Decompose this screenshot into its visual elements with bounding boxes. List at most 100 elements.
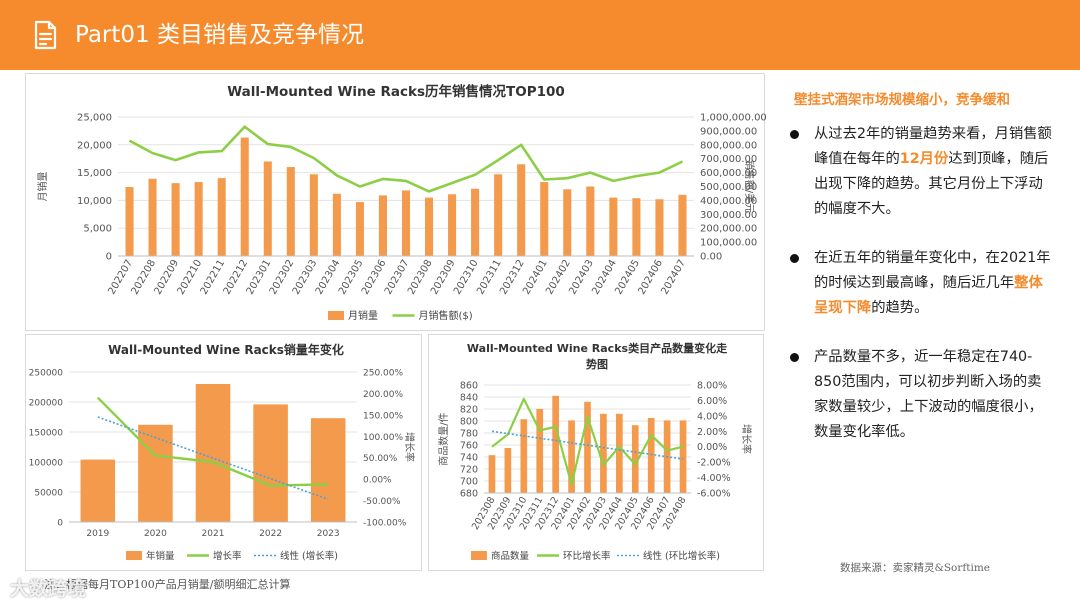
y-tick-label: 200000 [29,399,64,409]
y2-tick-label: 700,000.00 [700,154,757,165]
y-tick-label: 820 [460,405,478,416]
y2-tick-label: 900,000.00 [700,126,757,137]
series-line [128,125,684,193]
bullet-dot-icon [790,130,799,139]
bar [586,186,595,256]
bar [536,409,544,493]
insight-title: 壁挂式酒架市场规模缩小，竞争缓和 [794,92,1010,108]
y2-tick-label: -4.00% [697,473,731,484]
chart-yearly-sales: Wall-Mounted Wine Racks销量年变化 0 50000 100000… [25,334,422,571]
bar [310,418,346,522]
y-tick-label: 25,000 [77,113,112,124]
y2-tick-label: 2.00% [697,427,727,438]
bar [563,189,572,256]
chart-product-count: Wall-Mounted Wine Racks类目产品数量变化走 势图 680 700… [428,334,764,571]
document-icon [34,20,57,50]
bar [647,418,655,493]
y2-tick-label: 500,000.00 [700,182,757,193]
y-tick-label: 0 [57,519,63,529]
bar [471,188,480,256]
insight-bullet: 从过去2年的销量趋势来看，月销售额峰值在每年的12月份达到顶峰，随后出现下降的趋… [782,122,1052,222]
bar [488,455,496,493]
y-tick-label: 100000 [29,459,64,469]
y2-tick-label: 150.00% [363,411,403,421]
legend-label: 环比增长率 [563,550,611,562]
y-tick-label: 860 [460,381,478,392]
bar [679,420,687,493]
y2-tick-label: 1,000,000.00 [700,113,766,124]
y2-tick-label: -2.00% [697,458,731,469]
bar [494,174,503,256]
y2-tick-label: 100,000.00 [700,238,757,249]
footnote: 注：根据每月TOP100产品月销量/额明细汇总计算 [44,578,291,591]
bar [263,161,272,256]
y2-tick-label: 400,000.00 [700,196,757,207]
y2-tick-label: 6.00% [697,396,727,407]
watermark-logo: 大数跨境 [10,578,87,600]
y-tick-label: 20,000 [77,140,112,151]
bar [253,404,288,522]
y2-tick-label: -100.00% [363,519,407,529]
bar [609,197,618,256]
insight-list: 从过去2年的销量趋势来看，月销售额峰值在每年的12月份达到顶峰，随后出现下降的趋… [782,122,1052,445]
bar [195,384,231,522]
bar [678,194,687,256]
y2-tick-label: 100.00% [363,433,403,443]
insight-panel: 壁挂式酒架市场规模缩小，竞争缓和 从过去2年的销量趋势来看，月销售额峰值在每年的… [782,88,1052,445]
bar [520,419,528,493]
y2-tick-label: 8.00% [697,381,727,392]
insight-highlight: 12月份 [899,151,949,167]
x-tick-label: 2020 [144,529,167,539]
bar [616,413,623,493]
y-axis-label: 月销量 [36,172,49,202]
legend-label: 月销量 [348,309,378,322]
bar [332,193,341,256]
y-axis-label: 商品数量/件 [437,412,450,465]
bar [138,424,173,522]
y-tick-label: 250000 [29,369,64,379]
chart-title: Wall-Mounted Wine Racks销量年变化 [108,342,344,357]
chart-title: 势图 [586,357,608,371]
insight-text: 产品数量不多，近一年稳定在740-850范围内，可以初步判断入场的卖家数量较少，… [814,349,1043,440]
y2-tick-label: 4.00% [697,411,727,422]
bar [425,197,434,256]
insight-bullet: 产品数量不多，近一年稳定在740-850范围内，可以初步判断入场的卖家数量较少，… [782,345,1052,445]
y-tick-label: 740 [460,453,478,464]
y2-tick-label: 300,000.00 [700,210,757,221]
trend-line [97,416,329,501]
bar [584,401,591,493]
bar [378,195,387,256]
bar [632,198,641,256]
y-tick-label: 0 [106,252,112,263]
y2-tick-label: 200.00% [363,390,403,400]
bar [148,178,157,256]
y2-tick-label: 600,000.00 [700,168,757,179]
legend-label: 线性 (环比增长率) [643,550,720,562]
bar [286,167,295,256]
y2-tick-label: 200,000.00 [700,224,757,235]
y-tick-label: 680 [460,489,478,500]
y-tick-label: 5,000 [83,224,112,235]
legend-label: 增长率 [213,550,242,562]
y2-tick-label: 800,000.00 [700,140,757,151]
bar [171,183,180,256]
bar [655,199,664,256]
data-source: 数据来源：卖家精灵&Sorftime [840,562,991,574]
legend-label: 线性 (增长率) [280,550,338,562]
insight-text: 的趋势。 [871,300,929,316]
bar [600,413,607,493]
y-tick-label: 10,000 [77,196,112,207]
bullet-dot-icon [790,353,799,362]
bar [631,425,639,493]
x-tick-label: 2019 [86,529,109,539]
chart-monthly-sales: Wall-Mounted Wine Racks历年销售情况TOP100 0 5,00… [25,73,766,331]
y2-axis-label: 增长率 [403,432,416,462]
insight-text: 达到顶峰，随后出现下降的趋势。其它月份上下浮动的幅度不大。 [814,151,1049,217]
bar [80,459,116,522]
y-tick-label: 50000 [34,489,63,499]
bullet-dot-icon [790,254,799,263]
legend-swatch [126,551,142,560]
y2-tick-label: 0.00% [363,476,392,486]
insight-bullet: 在近五年的销量年变化中，在2021年的时候达到最高峰，随后近几年整体呈现下降的趋… [782,246,1052,321]
y2-tick-label: 50.00% [363,454,398,464]
